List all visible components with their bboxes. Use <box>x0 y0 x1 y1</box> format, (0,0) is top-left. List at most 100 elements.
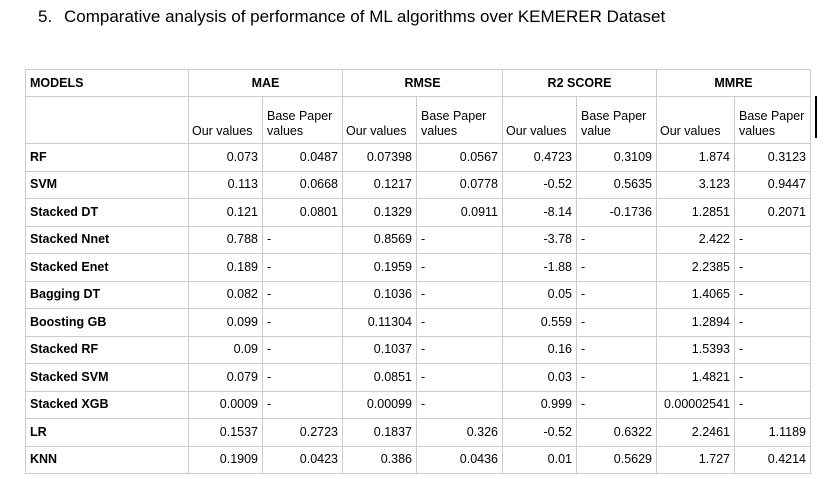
base-paper-value-cell: 0.0567 <box>416 143 503 172</box>
base-paper-value-cell: - <box>734 390 811 419</box>
table-row: KNN 0.1909 0.0423 0.386 0.0436 0.01 0.5629 1.72… <box>25 445 811 474</box>
base-paper-value-cell: 0.0487 <box>262 143 343 172</box>
model-name-cell: Stacked Nnet <box>25 225 189 254</box>
our-value-cell: -0.52 <box>502 418 577 447</box>
table-row: LR 0.1537 0.2723 0.1837 0.326 -0.52 0.6322 2.24… <box>25 418 811 447</box>
base-paper-value-cell: 0.3109 <box>576 143 657 172</box>
heading-number: 5. <box>38 7 53 26</box>
our-value-cell: 0.1217 <box>342 170 417 199</box>
sub-header-base-line1: Base Paper <box>581 109 647 123</box>
model-name-cell: Stacked DT <box>25 198 189 227</box>
base-paper-value-cell: - <box>262 335 343 364</box>
metric-header-mae: MAE <box>188 69 343 97</box>
sub-header-base-line2: value <box>581 124 611 138</box>
our-value-cell: 0.4723 <box>502 143 577 172</box>
sub-header-base-line1: Base Paper <box>739 109 805 123</box>
sub-header-ours: Our values <box>342 96 417 144</box>
base-paper-value-cell: - <box>262 363 343 392</box>
model-name-cell: Stacked SVM <box>25 363 189 392</box>
sub-header-base: Base Paper values <box>416 96 503 144</box>
base-paper-value-cell: - <box>576 308 657 337</box>
base-paper-value-cell: - <box>734 363 811 392</box>
table-row: Stacked XGB 0.0009-0.00099-0.999-0.000025… <box>25 390 811 419</box>
sub-header-ours: Our values <box>188 96 263 144</box>
base-paper-value-cell: - <box>262 253 343 282</box>
base-paper-value-cell: 0.0801 <box>262 198 343 227</box>
base-paper-value-cell: 0.4214 <box>734 445 811 474</box>
our-value-cell: 0.788 <box>188 225 263 254</box>
our-value-cell: 1.2894 <box>656 308 735 337</box>
base-paper-value-cell: - <box>262 225 343 254</box>
base-paper-value-cell: 0.0778 <box>416 170 503 199</box>
base-paper-value-cell: - <box>416 308 503 337</box>
base-paper-value-cell: - <box>734 280 811 309</box>
base-paper-value-cell: 0.0436 <box>416 445 503 474</box>
our-value-cell: 0.0851 <box>342 363 417 392</box>
our-value-cell: 2.2461 <box>656 418 735 447</box>
model-name-cell: LR <box>25 418 189 447</box>
base-paper-value-cell: - <box>416 225 503 254</box>
our-value-cell: 3.123 <box>656 170 735 199</box>
our-value-cell: -3.78 <box>502 225 577 254</box>
table-row: Boosting GB 0.099-0.11304-0.559-1.2894- <box>25 308 811 337</box>
our-value-cell: 0.073 <box>188 143 263 172</box>
base-paper-value-cell: - <box>262 308 343 337</box>
base-paper-value-cell: - <box>734 308 811 337</box>
table-row: Bagging DT 0.082-0.1036-0.05-1.4065- <box>25 280 811 309</box>
our-value-cell: 1.4065 <box>656 280 735 309</box>
base-paper-value-cell: 1.1189 <box>734 418 811 447</box>
our-value-cell: 1.727 <box>656 445 735 474</box>
base-paper-value-cell: 0.0668 <box>262 170 343 199</box>
table-row: Stacked DT 0.121 0.0801 0.1329 0.0911 -8.14 -0… <box>25 198 811 227</box>
base-paper-value-cell: - <box>262 390 343 419</box>
base-paper-value-cell: 0.2071 <box>734 198 811 227</box>
sub-header-ours: Our values <box>656 96 735 144</box>
base-paper-value-cell: - <box>416 253 503 282</box>
models-header: MODELS <box>25 69 189 97</box>
base-paper-value-cell: - <box>416 390 503 419</box>
sub-header-base-line1: Base Paper <box>421 109 487 123</box>
base-paper-value-cell: - <box>416 280 503 309</box>
base-paper-value-cell: 0.0423 <box>262 445 343 474</box>
our-value-cell: 0.1037 <box>342 335 417 364</box>
metric-header-mmre: MMRE <box>656 69 811 97</box>
our-value-cell: 0.1837 <box>342 418 417 447</box>
our-value-cell: 1.5393 <box>656 335 735 364</box>
sub-header-base-line1: Base Paper <box>267 109 333 123</box>
base-paper-value-cell: - <box>262 280 343 309</box>
our-value-cell: 0.00002541 <box>656 390 735 419</box>
base-paper-value-cell: 0.2723 <box>262 418 343 447</box>
our-value-cell: 0.559 <box>502 308 577 337</box>
our-value-cell: 0.082 <box>188 280 263 309</box>
base-paper-value-cell: - <box>734 253 811 282</box>
our-value-cell: 0.1959 <box>342 253 417 282</box>
our-value-cell: 0.113 <box>188 170 263 199</box>
base-paper-value-cell: 0.9447 <box>734 170 811 199</box>
base-paper-value-cell: 0.5635 <box>576 170 657 199</box>
base-paper-value-cell: - <box>416 363 503 392</box>
base-paper-value-cell: 0.3123 <box>734 143 811 172</box>
base-paper-value-cell: - <box>734 335 811 364</box>
our-value-cell: 0.1909 <box>188 445 263 474</box>
table-row: Stacked Enet 0.189-0.1959- -1.88-2.2385- <box>25 253 811 282</box>
our-value-cell: 0.01 <box>502 445 577 474</box>
sub-header-ours: Our values <box>502 96 577 144</box>
base-paper-value-cell: 0.6322 <box>576 418 657 447</box>
our-value-cell: 0.0009 <box>188 390 263 419</box>
our-value-cell: 0.999 <box>502 390 577 419</box>
our-value-cell: 0.1537 <box>188 418 263 447</box>
our-value-cell: -1.88 <box>502 253 577 282</box>
base-paper-value-cell: -0.1736 <box>576 198 657 227</box>
sub-header-base-line2: values <box>267 124 304 138</box>
sub-header-base: Base Paper values <box>262 96 343 144</box>
base-paper-value-cell: 0.5629 <box>576 445 657 474</box>
model-name-cell: Boosting GB <box>25 308 189 337</box>
base-paper-value-cell: - <box>576 363 657 392</box>
model-name-cell: KNN <box>25 445 189 474</box>
metric-header-rmse: RMSE <box>342 69 503 97</box>
our-value-cell: 0.1329 <box>342 198 417 227</box>
base-paper-value-cell: - <box>734 225 811 254</box>
our-value-cell: 0.07398 <box>342 143 417 172</box>
table-edge-marker <box>815 96 817 138</box>
our-value-cell: 0.11304 <box>342 308 417 337</box>
